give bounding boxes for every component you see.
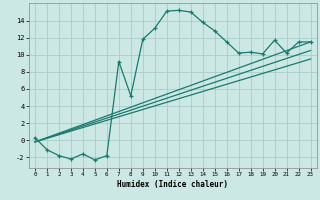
X-axis label: Humidex (Indice chaleur): Humidex (Indice chaleur) xyxy=(117,180,228,189)
